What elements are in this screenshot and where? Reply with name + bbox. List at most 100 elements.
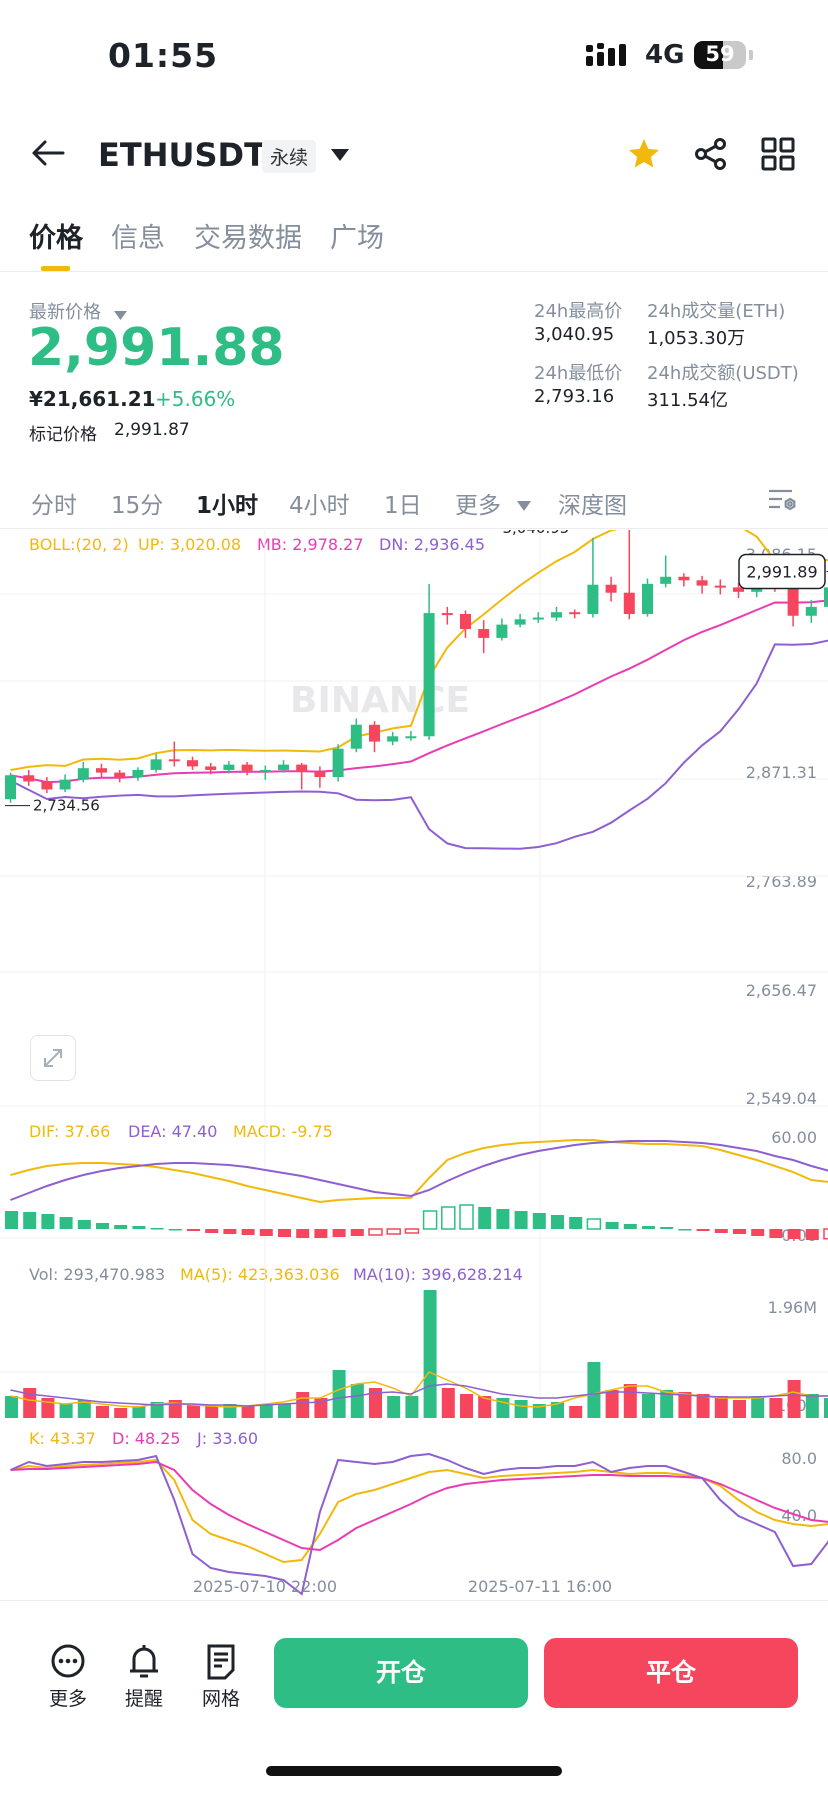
network-type: 4G (645, 40, 685, 70)
volume-bar (278, 1404, 291, 1418)
volume-bar (132, 1406, 146, 1418)
macd-bar (605, 1222, 619, 1229)
volume-bar (259, 1404, 273, 1418)
back-arrow-icon[interactable] (30, 137, 66, 169)
y-tick-4: 2,656.47 (745, 981, 817, 1000)
macd-bar (751, 1229, 765, 1236)
last-price-label[interactable]: 最新价格 (29, 302, 101, 323)
boll-lower-line (10, 639, 828, 850)
alert-button[interactable]: 提醒 (116, 1642, 172, 1710)
expand-chart-button[interactable] (30, 1035, 76, 1081)
price-label-dropdown-icon[interactable] (114, 305, 127, 320)
timeframe-1h[interactable]: 1小时 (196, 493, 259, 519)
volume-bar (387, 1396, 401, 1418)
volume-vol: Vol: 293,470.983 (29, 1265, 166, 1284)
open-position-button[interactable]: 开仓 (274, 1638, 528, 1708)
tab-info[interactable]: 信息 (111, 223, 165, 254)
candle-body (423, 613, 435, 737)
candle-body (77, 768, 89, 780)
x-tick-label: 2025-07-11 16:00 (468, 1577, 612, 1596)
candle-body (714, 585, 726, 588)
dropdown-triangle-icon[interactable] (330, 147, 350, 161)
kdj-d-line (10, 1460, 828, 1552)
tab-trading-data[interactable]: 交易数据 (194, 223, 302, 254)
candle-body (642, 583, 653, 614)
macd-bar (551, 1215, 564, 1229)
macd-bar (696, 1229, 710, 1231)
low-annotation: 2,734.56 (33, 797, 100, 815)
volume-tick-1: 1.96M (767, 1298, 817, 1317)
candle-body (5, 775, 16, 800)
boll-dn: DN: 2,936.45 (379, 535, 486, 554)
price-chart[interactable]: BINANCE 3,040.95 2,734.56 2,991.89 2025-07-1… (0, 530, 828, 1600)
symbol-title[interactable]: ETHUSDT (98, 136, 266, 174)
tab-price[interactable]: 价格 (29, 223, 83, 254)
candle-body (569, 612, 581, 615)
volume-bar (114, 1408, 128, 1418)
candle-body (59, 779, 71, 790)
timeframe-4h[interactable]: 4小时 (289, 493, 350, 519)
tab-square[interactable]: 广场 (330, 223, 384, 254)
more-dropdown-icon[interactable] (517, 496, 531, 511)
share-icon[interactable] (694, 137, 728, 171)
macd-bar (296, 1229, 310, 1238)
volume-bar (587, 1362, 601, 1418)
candle-body (259, 769, 271, 772)
volume-eth-value: 1,053.30万 (647, 328, 746, 349)
timeframe-more[interactable]: 更多 (455, 493, 501, 519)
candle-body (241, 764, 253, 771)
home-indicator[interactable] (266, 1766, 562, 1776)
timeframe-divider (0, 528, 828, 529)
volume-bar (569, 1406, 583, 1418)
volume-bar (478, 1396, 492, 1418)
macd-dif: DIF: 37.66 (29, 1122, 111, 1141)
last-price: 2,991.88 (28, 318, 285, 378)
kdj-j: J: 33.60 (197, 1429, 258, 1448)
volume-bar (551, 1402, 564, 1418)
layout-grid-icon[interactable] (761, 137, 795, 171)
macd-dea-line (10, 1140, 828, 1201)
active-tab-indicator (41, 266, 70, 271)
macd-value: MACD: -9.75 (233, 1122, 333, 1141)
more-button[interactable]: 更多 (40, 1642, 96, 1710)
macd-dea: DEA: 47.40 (128, 1122, 218, 1141)
candle-body (441, 613, 453, 616)
chart-settings-icon[interactable] (766, 486, 798, 514)
volume-bar (350, 1384, 364, 1418)
macd-bar (150, 1228, 164, 1230)
kdj-tick-1: 80.0 (781, 1449, 817, 1468)
low-24h-label: 24h最低价 (534, 363, 623, 384)
boll-upper-line (10, 530, 828, 771)
candle-body (205, 766, 217, 770)
depth-chart-tab[interactable]: 深度图 (558, 493, 627, 519)
bell-icon (130, 1645, 158, 1678)
signal-icon (586, 42, 632, 68)
close-position-button[interactable]: 平仓 (544, 1638, 798, 1708)
mark-price-label: 标记价格 (29, 425, 97, 445)
macd-bar (569, 1217, 583, 1229)
candle-body (496, 624, 508, 638)
macd-bar (350, 1229, 364, 1236)
boll-label: BOLL:(20, 2) (29, 535, 129, 554)
battery-level: 59 (705, 42, 735, 66)
timeframe-1d[interactable]: 1日 (384, 493, 422, 519)
timeframe-line[interactable]: 分时 (31, 493, 77, 519)
mark-price-value: 2,991.87 (114, 420, 190, 440)
favorite-star-icon[interactable] (626, 136, 662, 172)
macd-bar (332, 1229, 346, 1237)
volume-bar (314, 1398, 328, 1418)
macd-bar (23, 1212, 37, 1229)
grid-button[interactable]: 网格 (193, 1642, 249, 1710)
candle-body (478, 629, 490, 638)
volume-bar (150, 1402, 164, 1418)
macd-bar (278, 1229, 291, 1237)
bottom-divider (0, 1600, 828, 1601)
timeframe-15m[interactable]: 15分 (111, 493, 164, 519)
grid-label: 网格 (201, 1688, 240, 1710)
candle-body (787, 585, 799, 616)
volume-bar (824, 1398, 828, 1418)
boll-up: UP: 3,020.08 (138, 535, 242, 554)
candle-body (605, 584, 617, 593)
high-annotation: 3,040.95 (503, 530, 570, 537)
candle-body (150, 759, 162, 770)
